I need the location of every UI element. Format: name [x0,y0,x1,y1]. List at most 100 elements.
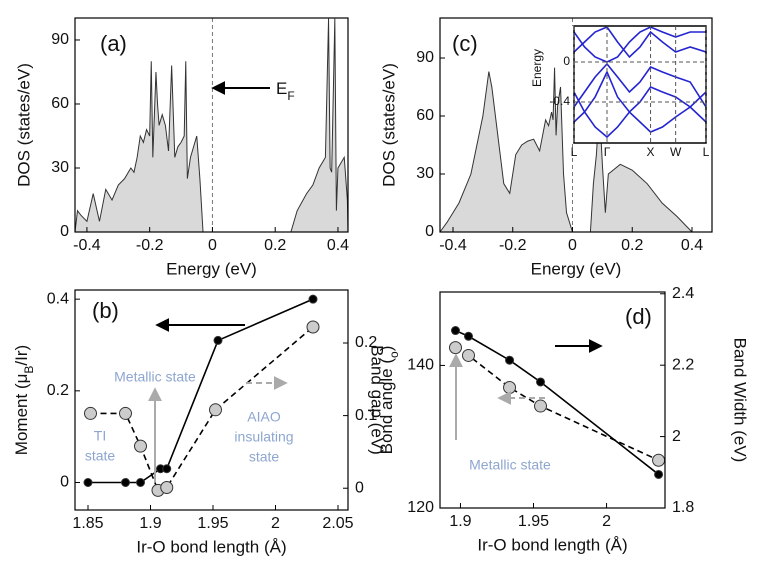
point [652,453,666,467]
series-line [88,298,314,484]
y2-tick-label: 2 [672,428,681,445]
panel-label: (a) [100,31,127,56]
subscript: F [287,89,294,103]
label-part: Bond angle ( [377,358,396,455]
panel-label: (b) [92,298,119,323]
y2-axis-label: Band gap (eV) [368,345,387,455]
annotation: TI [94,428,106,444]
x-tick-label: 0.2 [621,237,643,254]
label-part: Moment (μ [12,374,31,456]
point [121,478,130,487]
y-tick-label: 140 [407,357,434,374]
x-axis-label: Ir-O bond length (Å) [477,535,627,554]
x-tick-label: L [571,145,578,159]
annotation: state [85,448,116,464]
y-tick-label: 0 [60,474,69,491]
x-tick-label: 0 [208,237,217,254]
x-axis-label: Energy (eV) [166,259,257,278]
panel-label: (c) [452,31,478,56]
point [84,406,97,420]
y-tick-label: 30 [416,165,434,182]
y-tick-label: 90 [416,49,434,66]
y-tick-label: 90 [51,31,69,48]
point [308,294,318,304]
label-part: E [276,79,287,98]
series-line [455,329,660,476]
x-tick-label: 0 [568,237,577,254]
band-line [574,91,706,139]
annotation: Metallic state [469,457,551,473]
x-tick-label: 1.9 [139,515,161,532]
plot-frame [74,289,349,511]
y2-tick-label: 2.2 [672,356,694,373]
x-tick-label: 0.4 [327,237,349,254]
label-part: ) [377,346,396,352]
band-line [574,62,706,108]
x-axis-label: Ir-O bond length (Å) [136,537,286,556]
inset-frame [572,26,708,143]
point [534,399,548,413]
plot-frame [74,17,349,233]
x-tick-label: 1.9 [449,513,471,530]
x-axis-label: Energy (eV) [531,259,622,278]
bands [574,26,706,139]
point [160,480,174,494]
y-tick-label: 0 [563,54,570,68]
x-tick-label: Γ [604,145,611,159]
point [654,469,664,479]
point [448,341,462,355]
x-tick-label: -0.4 [439,237,467,254]
y-tick-label: 60 [51,95,69,112]
y-axis-label: Energy [530,49,544,87]
y-tick-label: 0 [425,223,434,240]
x-tick-label: 1.95 [197,515,228,532]
annotation: state [249,449,280,465]
dos-area [439,67,693,233]
series-line [455,346,659,461]
y-tick-label: 30 [51,159,69,176]
y-axis-label: DOS (states/eV) [379,63,398,187]
plot-frame [439,291,666,509]
x-tick-label: W [670,145,682,159]
annotation: AIAO [247,409,281,425]
fermi-label: EF [276,79,295,103]
dos-area [74,18,349,233]
band-line [574,26,706,59]
point [136,478,145,487]
point [83,478,93,487]
y-tick-label: 0.4 [47,290,69,307]
y-tick-label: -0.4 [549,94,570,108]
x-tick-label: 2.05 [322,515,353,532]
y-tick-label: 0.2 [47,382,69,399]
x-tick-label: -0.4 [73,237,101,254]
panel-label: (d) [625,304,652,329]
point [306,320,320,334]
subscript: B [22,366,36,374]
axis-label: Bond angle (o) [377,346,401,455]
y2-tick-label: 0 [355,479,364,496]
point [134,439,147,453]
y-tick-label: 120 [407,499,434,516]
point [213,335,223,345]
x-tick-label: -0.2 [499,237,527,254]
annotation: insulating [234,429,293,445]
y2-tick-label: 0.2 [355,334,377,351]
x-tick-label: 2 [271,515,280,532]
point [505,355,515,365]
band-line [574,70,706,123]
y2-tick-label: 1.8 [672,499,694,516]
y2-axis-label: Band Width (eV) [731,338,750,463]
label-part: /Ir) [12,345,31,366]
band-line [574,26,706,63]
x-tick-label: X [647,145,655,159]
point [503,381,517,395]
point [209,403,222,417]
point [536,377,546,387]
plot-frame [439,17,713,233]
x-tick-label: 1.95 [518,513,549,530]
x-tick-label: 0.4 [681,237,703,254]
x-tick-label: -0.2 [136,237,164,254]
y-axis-label: DOS (states/eV) [14,63,33,187]
x-tick-label: 2 [602,513,611,530]
